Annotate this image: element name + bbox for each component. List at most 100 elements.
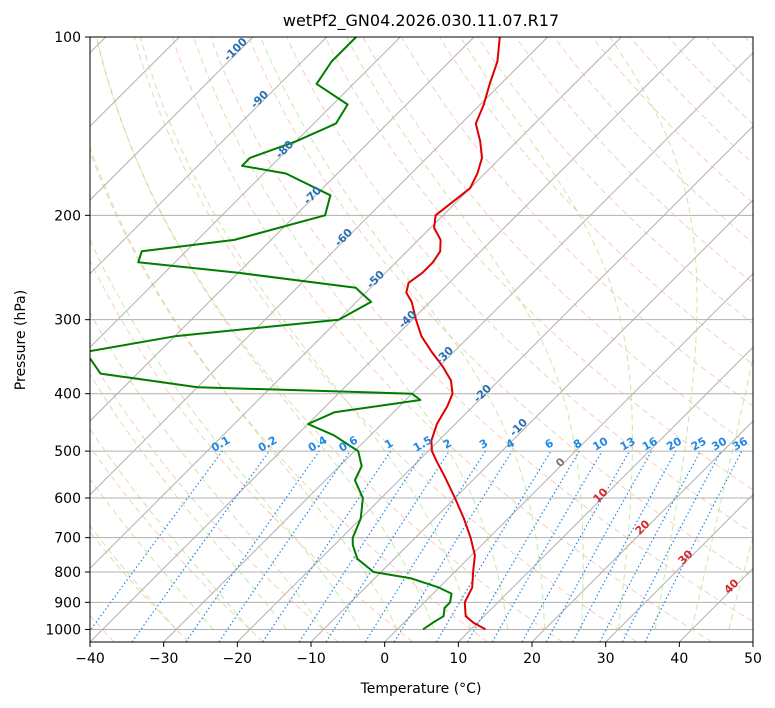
isotherm-label: -90 (248, 88, 271, 111)
mixing-ratio-line (545, 450, 653, 642)
moist-adiabat-line (90, 311, 324, 630)
moist-adiabat-line (90, 145, 398, 630)
mixing-ratio-line (599, 450, 702, 642)
x-tick-label: −40 (75, 651, 105, 667)
isotherm-line (457, 346, 753, 642)
dry-adiabat-line (706, 37, 753, 86)
mixing-ratio-line (572, 450, 677, 642)
dry-adiabat-line (324, 37, 753, 491)
y-tick-label: 1000 (45, 622, 81, 638)
y-tick-label: 500 (54, 444, 81, 460)
dry-adiabat-line (477, 37, 753, 325)
moist-adiabat-line (609, 37, 698, 630)
mixing-ratio-line (435, 450, 552, 642)
dry-adiabat-line (133, 37, 638, 642)
isotherm-label: -20 (471, 382, 494, 405)
isotherm-line (678, 567, 753, 642)
moist-adiabat-line (346, 37, 584, 630)
moist-adiabat-line (459, 37, 633, 630)
isotherm-label: -30 (433, 344, 456, 367)
isotherm-line (90, 37, 328, 275)
isotherm-label: 0 (553, 455, 568, 470)
mixing-ratio-line (262, 450, 392, 642)
x-tick-label: 20 (523, 651, 541, 667)
moist-adiabat-line (260, 37, 546, 630)
x-tick-label: 40 (670, 651, 688, 667)
mixing-ratio-label: 6 (543, 436, 556, 451)
moist-adiabat-line (90, 478, 214, 630)
dry-adiabat-line (248, 37, 753, 578)
mixing-ratio-line (364, 450, 486, 642)
y-tick-label: 800 (54, 565, 81, 581)
y-tick-label: 700 (54, 531, 81, 547)
isotherm-line (90, 37, 475, 422)
mixing-ratio-line (131, 450, 270, 642)
line-labels: 0.1 0.2 0.4 0.6 1 1.5 2 3 4 6 8 10 13 16 20 25 30 36-100-… (209, 35, 750, 597)
dry-adiabat-line (286, 37, 753, 534)
x-tick-label: −30 (149, 651, 179, 667)
temperature-line (405, 37, 501, 631)
isotherm-label: 20 (633, 517, 653, 537)
isotherm-line (90, 37, 696, 642)
mixing-ratio-line (185, 450, 320, 642)
isotherm-line (90, 37, 401, 349)
moist-adiabat-line (90, 373, 288, 630)
axes: −40 −30 −20 −10 0 10 20 30 40 5010020030040050060… (45, 30, 762, 667)
mixing-ratio-line (644, 450, 743, 642)
isotherm-line (90, 37, 254, 201)
isotherm-line (236, 125, 753, 642)
moist-adiabat-line (90, 238, 361, 630)
y-tick-label: 200 (54, 208, 81, 224)
isotherm-label: -70 (301, 184, 324, 207)
x-axis-label: Temperature (°C) (360, 681, 482, 697)
mixing-ratio-line (90, 450, 223, 632)
dry-adiabat-line (95, 37, 563, 642)
x-tick-label: 50 (744, 651, 762, 667)
isotherm-label: -40 (396, 308, 419, 331)
x-tick-label: 30 (597, 651, 615, 667)
isotherm-label: -60 (332, 226, 355, 249)
mixing-ratio-label: 2 (441, 437, 454, 452)
isotherm-line (605, 493, 753, 642)
isotherm-label: 30 (676, 547, 696, 567)
isotherm-line (163, 51, 753, 642)
mixing-ratio-label: 3 (477, 437, 490, 452)
chart-title: wetPf2_GN04.2026.030.11.07.R17 (283, 11, 559, 31)
mixing-ratio-line (393, 450, 513, 642)
dry-adiabat-line (90, 259, 414, 642)
mixing-ratio-line (325, 450, 450, 642)
isotherm-line (90, 37, 622, 570)
y-tick-label: 900 (54, 595, 81, 611)
mixing-ratio-line (298, 450, 425, 642)
moist-adiabat-line (728, 535, 753, 630)
isotherm-label: -10 (507, 416, 530, 439)
isotherm-label: 40 (722, 576, 742, 596)
moist-adiabat-line (691, 354, 753, 630)
isotherm-line (531, 420, 753, 642)
x-tick-label: −10 (296, 651, 326, 667)
dry-adiabat-line (515, 37, 753, 284)
isotherm-line (310, 199, 753, 642)
mixing-ratio-line (218, 450, 351, 642)
y-tick-label: 100 (54, 30, 81, 46)
y-tick-label: 600 (54, 491, 81, 507)
isotherm-label: 10 (591, 485, 611, 505)
x-tick-label: 10 (449, 651, 467, 667)
dry-adiabat-line (90, 356, 339, 642)
isotherm-label: -50 (364, 268, 387, 291)
moist-adiabat-line (139, 37, 472, 630)
isotherm-line (384, 272, 753, 642)
moist-adiabat-line (193, 37, 509, 630)
x-tick-label: 0 (380, 651, 389, 667)
moist-adiabat-line (90, 525, 177, 630)
dry-adiabat-line (210, 37, 753, 623)
mixing-ratio-line (521, 450, 631, 642)
x-tick-label: −20 (223, 651, 253, 667)
dry-adiabat-line (90, 445, 264, 642)
moist-adiabat-line (90, 428, 251, 630)
profile-lines (90, 37, 501, 631)
isotherm-label: -100 (221, 35, 250, 64)
dewpoint-line (90, 37, 453, 631)
y-tick-label: 300 (54, 313, 81, 329)
